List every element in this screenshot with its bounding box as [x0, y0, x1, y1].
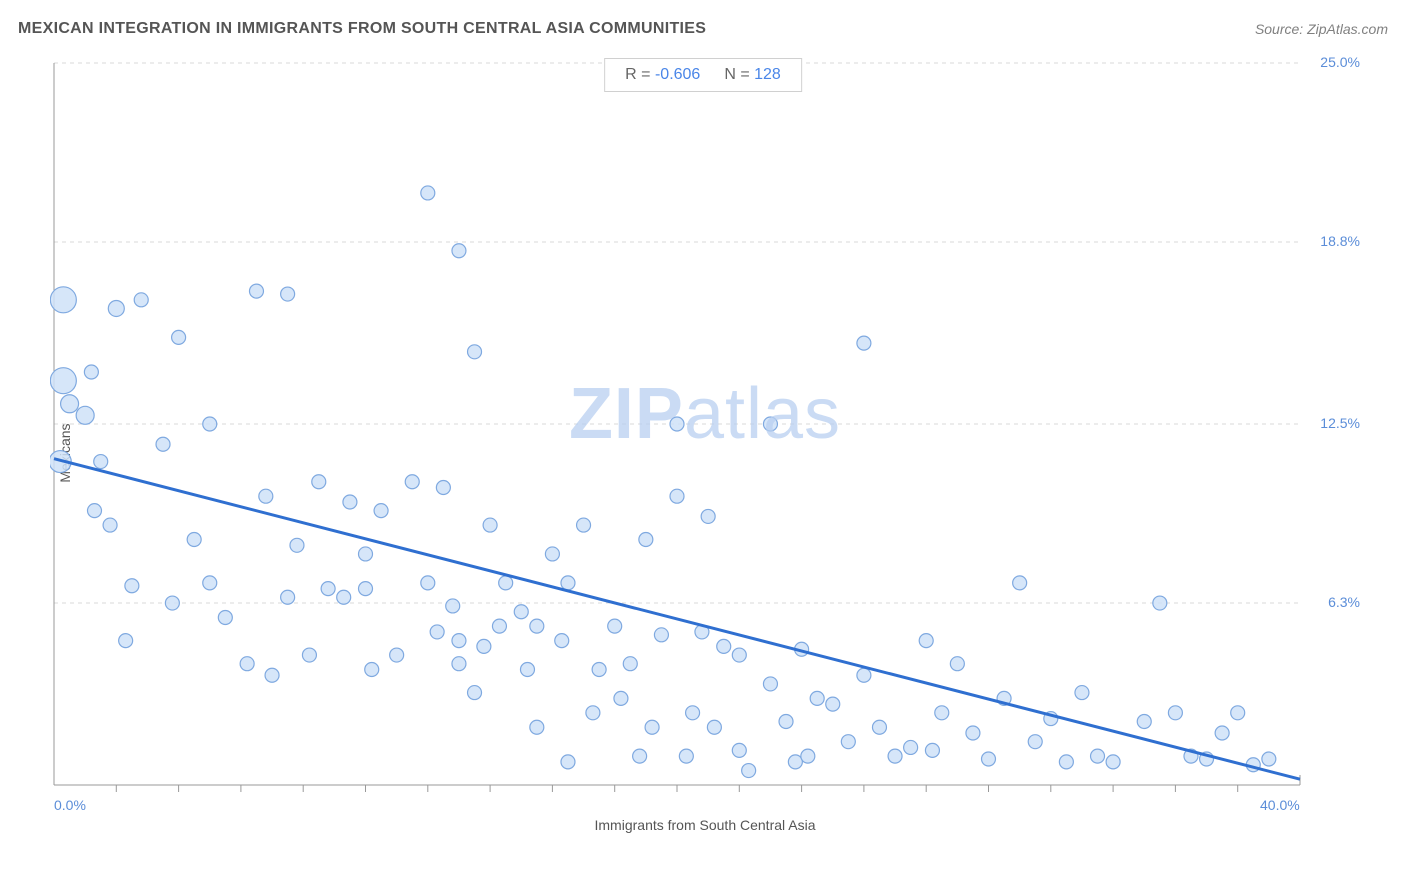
- stats-box: R = -0.606 N = 128: [604, 58, 802, 92]
- x-tick-label: 40.0%: [1260, 797, 1300, 813]
- n-label: N =: [724, 66, 749, 83]
- r-value: -0.606: [655, 66, 700, 83]
- y-tick-label: 18.8%: [1320, 233, 1360, 249]
- chart-container: Mexicans ZIPatlas Immigrants from South …: [50, 55, 1360, 835]
- source-attribution: Source: ZipAtlas.com: [1255, 21, 1388, 37]
- r-label: R =: [625, 66, 650, 83]
- n-stat: N = 128: [724, 66, 781, 84]
- n-value: 128: [754, 66, 781, 83]
- chart-title: MEXICAN INTEGRATION IN IMMIGRANTS FROM S…: [18, 20, 706, 38]
- y-tick-label: 6.3%: [1328, 594, 1360, 610]
- scatter-chart: [50, 55, 1360, 835]
- y-tick-label: 25.0%: [1320, 54, 1360, 70]
- chart-header: MEXICAN INTEGRATION IN IMMIGRANTS FROM S…: [18, 20, 1388, 38]
- r-stat: R = -0.606: [625, 66, 700, 84]
- x-tick-label: 0.0%: [54, 797, 86, 813]
- y-tick-label: 12.5%: [1320, 415, 1360, 431]
- x-axis-label: Immigrants from South Central Asia: [595, 817, 816, 833]
